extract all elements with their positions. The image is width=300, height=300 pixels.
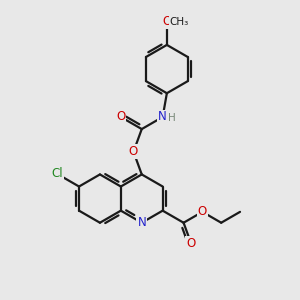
Text: O: O bbox=[116, 110, 125, 124]
Text: O: O bbox=[162, 16, 172, 28]
Text: O: O bbox=[186, 237, 196, 250]
Text: O: O bbox=[198, 206, 207, 218]
Text: N: N bbox=[158, 110, 167, 124]
Text: O: O bbox=[129, 145, 138, 158]
Text: H: H bbox=[168, 113, 176, 123]
Text: CH₃: CH₃ bbox=[169, 17, 189, 27]
Text: N: N bbox=[137, 216, 146, 229]
Text: Cl: Cl bbox=[51, 167, 63, 180]
